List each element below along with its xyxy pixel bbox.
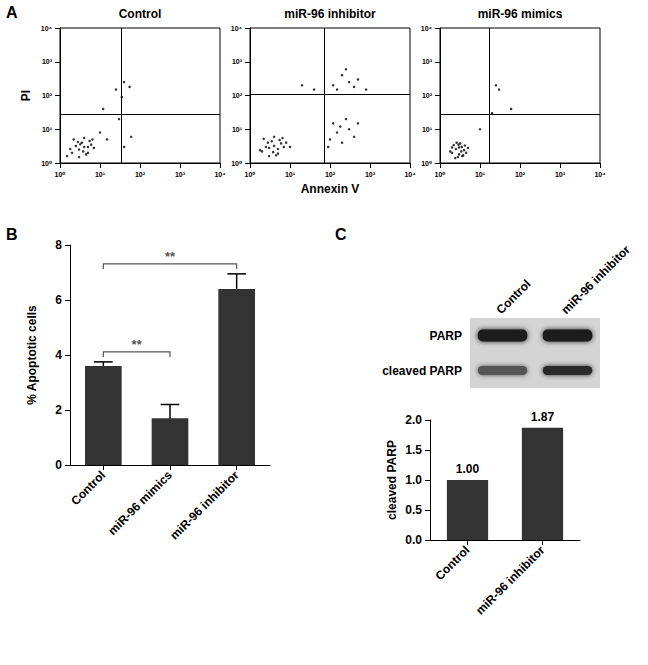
svg-text:2.0: 2.0	[405, 413, 422, 427]
svg-text:10⁰: 10⁰	[41, 160, 52, 167]
svg-text:miR-96 inhibitor: miR-96 inhibitor	[284, 7, 376, 21]
svg-text:Annexin V: Annexin V	[301, 182, 360, 196]
svg-text:10³: 10³	[422, 58, 433, 65]
svg-text:10³: 10³	[232, 58, 243, 65]
svg-text:10²: 10²	[325, 171, 336, 178]
svg-text:Control: Control	[119, 7, 162, 21]
svg-text:1.00: 1.00	[456, 462, 480, 476]
svg-text:**: **	[132, 337, 143, 352]
svg-text:A: A	[6, 4, 18, 21]
svg-text:PARP: PARP	[430, 329, 462, 343]
svg-text:Control: Control	[494, 277, 534, 317]
svg-text:10¹: 10¹	[285, 171, 296, 178]
svg-text:10³: 10³	[42, 58, 53, 65]
svg-text:10²: 10²	[232, 92, 243, 99]
svg-text:0.0: 0.0	[405, 533, 422, 547]
svg-text:Control: Control	[68, 468, 108, 508]
svg-text:10³: 10³	[555, 171, 566, 178]
svg-text:0.5: 0.5	[405, 503, 422, 517]
svg-text:2: 2	[55, 403, 62, 417]
svg-text:B: B	[6, 226, 18, 243]
svg-text:C: C	[335, 226, 347, 243]
svg-text:10⁰: 10⁰	[421, 160, 432, 167]
svg-text:10¹: 10¹	[42, 126, 53, 133]
svg-text:miR-96 inhibitor: miR-96 inhibitor	[559, 242, 634, 317]
svg-text:6: 6	[55, 293, 62, 307]
svg-text:10⁰: 10⁰	[55, 171, 66, 178]
svg-text:10⁰: 10⁰	[231, 160, 242, 167]
svg-text:10⁰: 10⁰	[435, 171, 446, 178]
svg-text:miR-96 inhibitor: miR-96 inhibitor	[167, 468, 242, 543]
svg-text:Control: Control	[432, 543, 472, 583]
svg-text:miR-96 mimics: miR-96 mimics	[105, 468, 175, 538]
svg-text:PI: PI	[19, 90, 33, 101]
svg-text:10³: 10³	[365, 171, 376, 178]
svg-text:cleaved PARP: cleaved PARP	[382, 364, 462, 378]
svg-text:4: 4	[55, 348, 62, 362]
svg-text:% Apoptotic cells: % Apoptotic cells	[25, 305, 39, 405]
svg-text:cleaved PARP: cleaved PARP	[385, 440, 399, 520]
svg-text:10²: 10²	[42, 92, 53, 99]
svg-text:10¹: 10¹	[232, 126, 243, 133]
svg-text:10⁴: 10⁴	[421, 25, 433, 32]
svg-text:10⁴: 10⁴	[594, 171, 606, 178]
svg-text:10⁴: 10⁴	[231, 25, 243, 32]
svg-text:10¹: 10¹	[422, 126, 433, 133]
svg-text:10²: 10²	[515, 171, 526, 178]
svg-text:10²: 10²	[135, 171, 146, 178]
svg-text:0: 0	[55, 458, 62, 472]
svg-text:miR-96 inhibitor: miR-96 inhibitor	[473, 543, 548, 618]
svg-text:10¹: 10¹	[475, 171, 486, 178]
svg-text:10⁰: 10⁰	[245, 171, 256, 178]
svg-text:10³: 10³	[175, 171, 186, 178]
svg-text:10⁴: 10⁴	[214, 171, 226, 178]
svg-text:10¹: 10¹	[95, 171, 106, 178]
svg-text:10²: 10²	[422, 92, 433, 99]
svg-text:**: **	[165, 249, 176, 264]
svg-text:8: 8	[55, 238, 62, 252]
svg-text:10⁴: 10⁴	[404, 171, 416, 178]
svg-text:miR-96 mimics: miR-96 mimics	[478, 7, 563, 21]
svg-text:1.87: 1.87	[531, 410, 555, 424]
svg-text:1.5: 1.5	[405, 443, 422, 457]
svg-text:1.0: 1.0	[405, 473, 422, 487]
svg-text:10⁴: 10⁴	[41, 25, 53, 32]
